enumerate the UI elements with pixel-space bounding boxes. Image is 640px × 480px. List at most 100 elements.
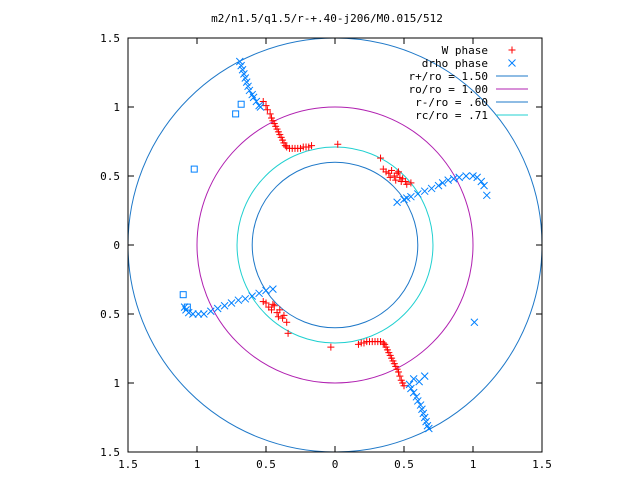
drho-phase-point: [409, 375, 418, 383]
drho-phase-point: [194, 310, 203, 318]
drho-phase-point: [407, 384, 415, 393]
w-phase-point: [403, 180, 411, 188]
drho-phase-point: [422, 417, 430, 426]
drho-phase-point: [407, 192, 415, 201]
drho-phase-point: [482, 191, 491, 200]
w-phase-point: [262, 299, 270, 307]
circle-r-1: [196, 106, 474, 384]
drho-phase-point: [400, 195, 408, 204]
drho-phase-point: [252, 97, 261, 106]
legend-label: ro/ro = 1.00: [409, 83, 488, 96]
data-points: [179, 57, 491, 433]
x-tick-label: 1.5: [118, 458, 138, 471]
axis-ticks: 1.5 1 0.5 0 0.5 1 1.51.510.500.511.5: [100, 32, 552, 471]
drho-phase-point: [480, 181, 488, 190]
w-phase-point: [394, 368, 402, 376]
drho-phase-point: [237, 61, 246, 70]
y-tick-label: 0.5: [100, 308, 120, 321]
w-phase-point: [334, 140, 342, 148]
w-phase-point: [276, 306, 284, 314]
circle-r-0-6: [251, 161, 419, 329]
legend-label: rc/ro = .71: [415, 109, 488, 122]
w-phase-point: [394, 168, 402, 176]
w-phase-point: [269, 300, 277, 308]
drho-phase-point: [200, 310, 208, 318]
x-tick-label: 0: [332, 458, 339, 471]
drho-phase-point: [248, 90, 257, 99]
drho-phase-point: [405, 380, 414, 389]
squares-point: [179, 291, 187, 299]
drho-phase-point: [420, 372, 429, 380]
drho-phase-point: [424, 424, 433, 433]
drho-phase-point: [418, 405, 426, 414]
drho-phase-point: [189, 310, 197, 318]
drho-phase-point: [413, 397, 422, 405]
w-phase-point: [386, 173, 394, 181]
legend-label: r+/ro = 1.50: [409, 70, 488, 83]
legend-label: r-/ro = .60: [415, 96, 488, 109]
drho-phase-point: [244, 82, 252, 91]
x-tick-label: 1.5: [532, 458, 552, 471]
w-phase-point: [379, 339, 387, 347]
drho-phase-point: [455, 173, 464, 182]
x-tick-label: 0.5: [256, 458, 276, 471]
drho-phase-point: [477, 177, 486, 186]
drho-phase-point: [393, 198, 401, 207]
w-phase-point: [396, 372, 404, 380]
drho-phase-point: [256, 103, 265, 111]
drho-phase-point: [470, 318, 479, 327]
w-phase-point: [262, 102, 270, 110]
w-phase-point: [388, 166, 396, 174]
x-tick-label: 1: [470, 458, 477, 471]
drho-phase-point: [462, 172, 470, 180]
drho-phase-point: [420, 187, 429, 196]
drho-phase-point: [241, 74, 250, 82]
drho-phase-point: [248, 292, 257, 300]
drho-phase-point: [269, 285, 277, 294]
squares-point: [190, 165, 198, 173]
legend-label: drho phase: [422, 57, 488, 70]
w-phase-point: [308, 142, 316, 150]
drho-phase-point: [420, 413, 429, 422]
drho-phase-point: [413, 190, 422, 198]
w-phase-point: [392, 176, 400, 184]
drho-phase-point: [245, 86, 254, 95]
w-phase-point: [274, 313, 282, 321]
y-tick-label: 0.5: [100, 170, 120, 183]
drho-phase-point: [249, 93, 258, 102]
drho-phase-point: [241, 294, 250, 303]
drho-phase-point: [240, 70, 248, 78]
drho-phase-point: [409, 388, 418, 397]
w-phase-point: [377, 154, 385, 162]
w-phase-point: [284, 329, 292, 337]
y-tick-label: 1.5: [100, 32, 120, 45]
drho-phase-point: [412, 392, 421, 401]
squares-point: [232, 110, 240, 118]
drho-phase-point: [262, 286, 270, 295]
drho-phase-point: [235, 57, 244, 66]
drho-phase-point: [427, 184, 436, 193]
w-phase-point: [270, 302, 278, 310]
drho-phase-point: [416, 401, 425, 409]
legend-label: W phase: [442, 44, 488, 57]
w-phase-point: [283, 318, 291, 326]
x-tick-label: 0.5: [394, 458, 414, 471]
drho-phase-point: [255, 289, 263, 298]
drho-phase-point: [227, 299, 236, 307]
legend-marker: [508, 59, 516, 67]
drho-phase-point: [419, 409, 428, 418]
y-tick-label: 1: [113, 101, 120, 114]
w-phase-point: [327, 343, 335, 351]
drho-phase-point: [242, 78, 251, 87]
legend-marker: [508, 46, 516, 54]
drho-phase-point: [206, 307, 215, 316]
drho-phase-point: [438, 179, 447, 187]
squares-point: [237, 100, 245, 108]
w-phase-point: [280, 311, 288, 319]
w-phase-point: [407, 179, 415, 187]
drho-phase-point: [213, 304, 222, 313]
drho-phase-point: [234, 296, 243, 305]
drho-phase-point: [434, 181, 443, 190]
